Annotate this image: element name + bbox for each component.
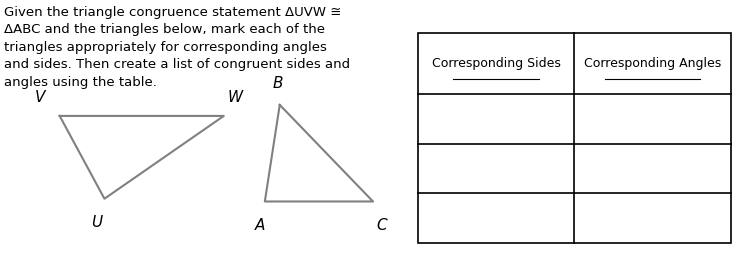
Text: A: A xyxy=(254,218,265,233)
Text: V: V xyxy=(34,90,45,105)
Text: B: B xyxy=(272,76,283,91)
Text: Corresponding Sides: Corresponding Sides xyxy=(432,57,560,70)
Text: W: W xyxy=(228,90,242,105)
Text: U: U xyxy=(92,215,102,230)
Text: C: C xyxy=(377,218,387,233)
Bar xyxy=(418,33,731,243)
Text: Given the triangle congruence statement ΔUVW ≅
ΔABC and the triangles below, mar: Given the triangle congruence statement … xyxy=(4,6,350,89)
Text: Corresponding Angles: Corresponding Angles xyxy=(584,57,721,70)
